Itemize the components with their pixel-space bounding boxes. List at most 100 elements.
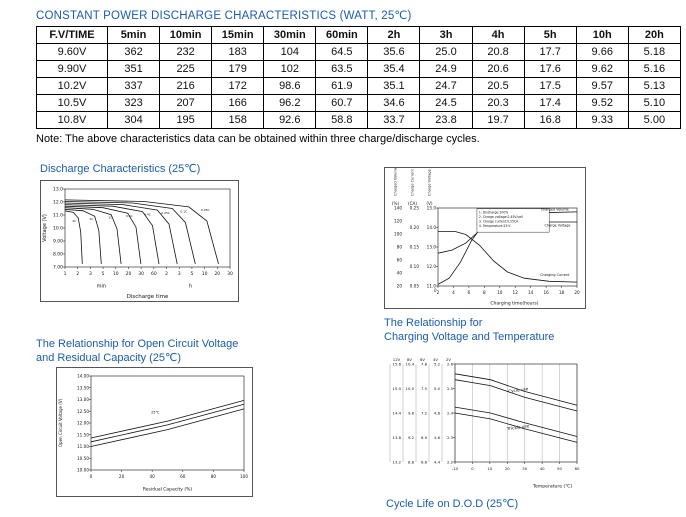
- table-cell: 5.10: [627, 94, 682, 112]
- svg-text:4.4: 4.4: [434, 460, 441, 465]
- svg-text:8: 8: [483, 290, 486, 295]
- svg-text:7.2: 7.2: [421, 411, 428, 416]
- svg-text:6.6: 6.6: [421, 460, 428, 465]
- ocv-title-line2: and Residual Capacity (25℃): [36, 352, 182, 364]
- table-cell: 9.57: [575, 77, 629, 95]
- svg-text:Trickle use: Trickle use: [506, 423, 530, 431]
- table-cell: 20.6: [471, 60, 525, 78]
- svg-text:4: 4: [452, 290, 455, 295]
- svg-text:5: 5: [190, 271, 193, 277]
- table-cell: 362: [106, 43, 161, 61]
- svg-text:14.4: 14.4: [393, 411, 402, 416]
- svg-text:8.8: 8.8: [408, 460, 415, 465]
- svg-text:18: 18: [559, 290, 565, 295]
- svg-text:2: 2: [76, 271, 79, 277]
- svg-text:140: 140: [394, 206, 402, 211]
- table-cell: 64.5: [315, 43, 369, 61]
- svg-text:11.0: 11.0: [53, 213, 63, 219]
- table-col-header: 2h: [367, 26, 421, 44]
- table-cell: 20.5: [471, 77, 525, 95]
- svg-text:15.0: 15.0: [427, 206, 437, 211]
- table-cell: 5.00: [627, 111, 682, 129]
- svg-text:10.0: 10.0: [406, 386, 415, 391]
- svg-text:Residual Capacity (%): Residual Capacity (%): [143, 487, 193, 493]
- svg-text:30: 30: [138, 271, 144, 277]
- table-cell: 23.8: [419, 111, 473, 129]
- svg-text:10: 10: [487, 466, 492, 471]
- svg-text:0.4C: 0.4C: [144, 213, 151, 217]
- svg-text:8V: 8V: [407, 357, 412, 362]
- svg-text:2: 2: [437, 290, 440, 295]
- figure-charge-voltage-temperature: 12V 15.6 15.0 14.4 13.8 13.2 8V 10.4 10.0 9.6 9.2 8…: [388, 350, 585, 488]
- table-cell: 9.66: [575, 43, 629, 61]
- svg-text:Charge Voltage: Charge Voltage: [428, 169, 432, 196]
- svg-text:2.5: 2.5: [447, 386, 454, 391]
- table-cell: 304: [106, 111, 161, 129]
- table-note: Note: The above characteristics data can…: [36, 133, 480, 145]
- svg-text:(CA): (CA): [408, 201, 417, 206]
- table-cell: 92.6: [263, 111, 317, 129]
- svg-text:9.00: 9.00: [53, 239, 63, 245]
- svg-text:Charge Voltage: Charge Voltage: [545, 224, 571, 228]
- row-header-voltage: 10.8V: [36, 111, 108, 129]
- table-cell: 24.5: [419, 94, 473, 112]
- svg-text:5: 5: [102, 271, 105, 277]
- svg-text:10.50: 10.50: [77, 456, 89, 461]
- svg-text:80: 80: [211, 474, 217, 479]
- table-col-header: 10min: [159, 26, 213, 44]
- table-cell: 216: [159, 77, 213, 95]
- svg-text:3: 3: [89, 271, 92, 277]
- table-head: F.V/TIME 5min 10min 15min 30min 60min 2h 3h 4h 5h…: [36, 26, 682, 44]
- svg-text:12.00: 12.00: [77, 421, 89, 426]
- table-cell: 35.4: [367, 60, 421, 78]
- svg-text:120: 120: [394, 219, 402, 224]
- svg-text:12.50: 12.50: [77, 409, 89, 414]
- cycle-life-caption: Cycle Life on D.O.D (25℃): [386, 498, 519, 510]
- svg-text:0.20: 0.20: [410, 225, 420, 230]
- svg-text:10: 10: [113, 271, 119, 277]
- discharge-chart: 13.0 12.0 11.0 10.0 9.00 8.00 7.001 2 3 5 10 20 30 60…: [41, 181, 238, 301]
- svg-text:11.50: 11.50: [77, 432, 89, 437]
- table-cell: 96.2: [263, 94, 317, 112]
- svg-text:4. Temperature:25℃: 4. Temperature:25℃: [479, 224, 512, 228]
- table-cell: 158: [211, 111, 265, 129]
- svg-text:(V): (V): [426, 201, 432, 206]
- svg-text:h: h: [189, 283, 192, 289]
- svg-text:7.00: 7.00: [53, 265, 63, 271]
- svg-text:1C: 1C: [108, 216, 112, 220]
- svg-text:0.25: 0.25: [410, 206, 420, 211]
- svg-text:15.0: 15.0: [393, 386, 402, 391]
- table-cell: 19.7: [471, 111, 525, 129]
- svg-text:min: min: [97, 283, 106, 289]
- table-cell: 98.6: [263, 77, 317, 95]
- charging-title-line1: The Relationship for: [384, 317, 483, 329]
- table-cell: 24.9: [419, 60, 473, 78]
- svg-text:0.05: 0.05: [410, 284, 420, 289]
- svg-text:Open Circuit Voltage (V): Open Circuit Voltage (V): [58, 398, 63, 447]
- svg-text:12.0: 12.0: [53, 200, 63, 206]
- svg-text:10.4: 10.4: [406, 362, 415, 367]
- figure-charging-characteristics: (%) Charged Volume 140 120 100 80 60 40 20 (CA) Ch…: [384, 167, 586, 309]
- svg-text:Discharge time: Discharge time: [127, 294, 169, 300]
- table-cell: 183: [211, 43, 265, 61]
- row-header-voltage: 10.2V: [36, 77, 108, 95]
- table-cell: 9.52: [575, 94, 629, 112]
- svg-text:11.00: 11.00: [77, 444, 89, 449]
- svg-text:13.0: 13.0: [53, 187, 63, 193]
- table-cell: 225: [159, 60, 213, 78]
- svg-text:80: 80: [397, 245, 403, 250]
- table-cell: 17.4: [523, 94, 577, 112]
- svg-text:6: 6: [468, 290, 471, 295]
- svg-text:100: 100: [394, 232, 402, 237]
- svg-text:20: 20: [214, 271, 220, 277]
- svg-text:20: 20: [126, 271, 132, 277]
- table-cell: 24.7: [419, 77, 473, 95]
- svg-text:(%): (%): [392, 201, 400, 206]
- table-cell: 35.6: [367, 43, 421, 61]
- svg-text:16: 16: [543, 290, 549, 295]
- svg-text:11.0: 11.0: [427, 284, 437, 289]
- table-cell: 34.6: [367, 94, 421, 112]
- svg-text:1. Discharge:100%: 1. Discharge:100%: [479, 210, 508, 214]
- table-col-header: 3h: [419, 26, 473, 44]
